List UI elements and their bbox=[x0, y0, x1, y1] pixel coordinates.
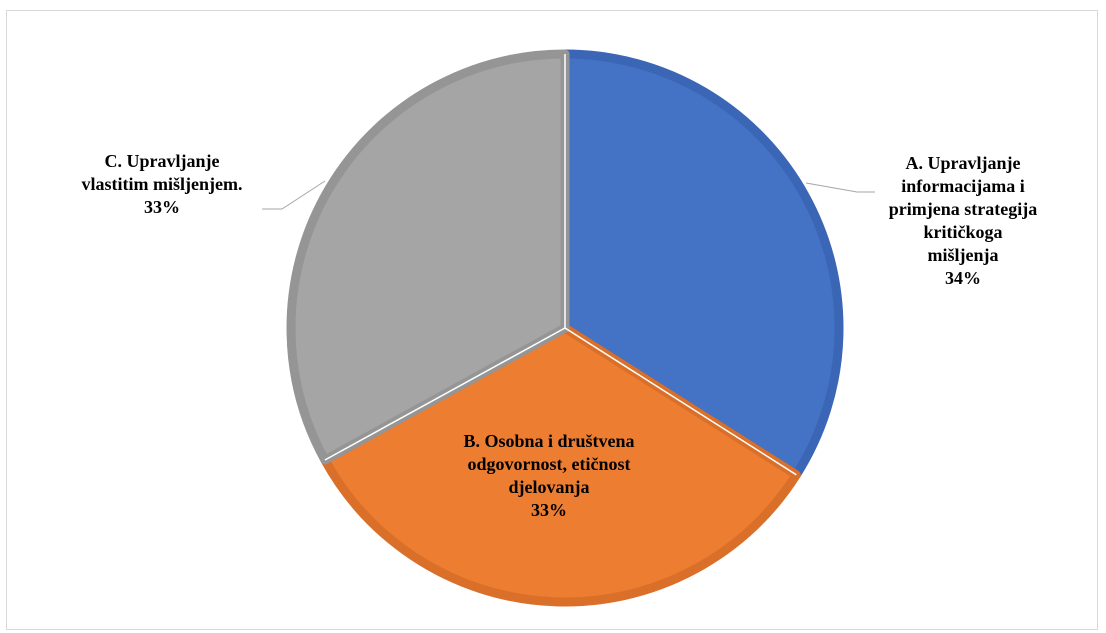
slice-percent-label: 33% bbox=[144, 197, 180, 217]
pie-slices bbox=[286, 49, 844, 607]
slice-label-line: A. Upravljanje bbox=[906, 153, 1021, 173]
leader-lines bbox=[262, 180, 875, 210]
slice-label-line: mišljenja bbox=[928, 245, 999, 265]
slice-label-line: djelovanja bbox=[509, 477, 590, 497]
slice-label-b: B. Osobna i društvena odgovornost, etično… bbox=[463, 431, 634, 520]
pie-chart: A. Upravljanje informacijama i primjena st… bbox=[82, 49, 1038, 607]
slice-label-line: primjena strategija bbox=[889, 199, 1037, 219]
slice-percent-label: 34% bbox=[945, 268, 981, 288]
slice-label-line: B. Osobna i društvena bbox=[463, 431, 634, 451]
chart-area: A. Upravljanje informacijama i primjena st… bbox=[6, 10, 1098, 630]
slice-label-line: C. Upravljanje bbox=[105, 151, 220, 171]
slice-label-line: odgovornost, etičnost bbox=[468, 454, 631, 474]
slice-separator bbox=[324, 327, 566, 461]
slice-label-line: informacijama i bbox=[901, 176, 1024, 196]
pie-slice-c bbox=[286, 49, 570, 465]
slice-label-c: C. Upravljanje vlastitim mišljenjem. 33% bbox=[82, 151, 243, 217]
slice-separator bbox=[564, 327, 797, 476]
slice-label-line: vlastitim mišljenjem. bbox=[82, 174, 243, 194]
slice-label-line: kritičkoga bbox=[924, 222, 1003, 242]
slice-labels: A. Upravljanje informacijama i primjena st… bbox=[82, 151, 1038, 520]
slice-label-a: A. Upravljanje informacijama i primjena st… bbox=[889, 153, 1037, 288]
leader-line-a bbox=[805, 182, 875, 193]
slice-percent-label: 33% bbox=[531, 500, 567, 520]
leader-line-c bbox=[262, 180, 326, 210]
